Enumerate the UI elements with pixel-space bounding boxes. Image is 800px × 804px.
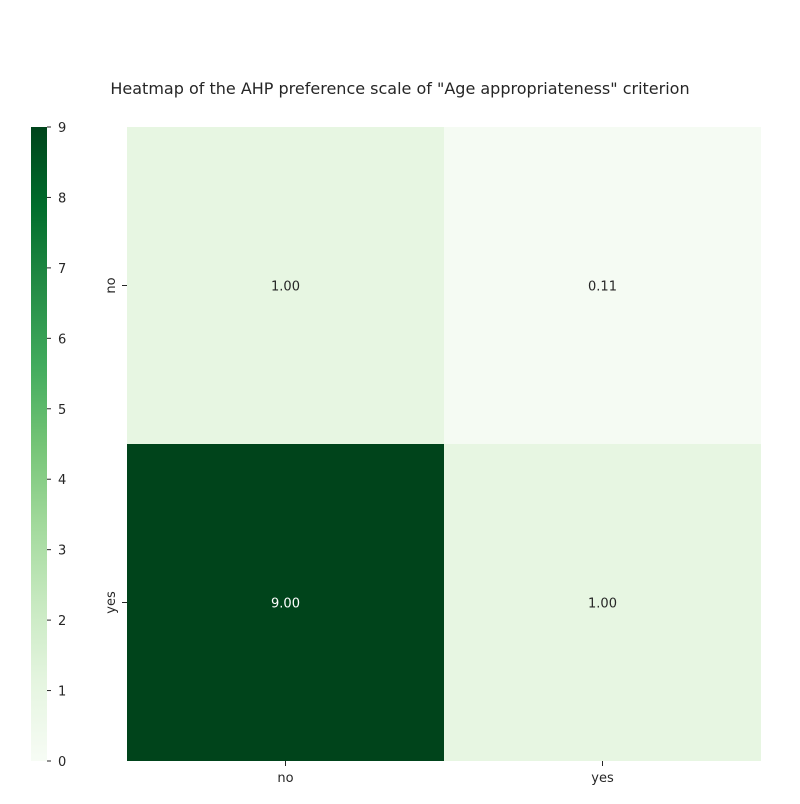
colorbar-tick-label: 1 xyxy=(58,685,66,700)
x-axis: no yes xyxy=(277,761,614,786)
cell-value-label: 9.00 xyxy=(271,597,300,612)
colorbar-tick-label: 9 xyxy=(58,121,66,136)
heatmap-cell xyxy=(127,444,444,761)
y-tick-label: no xyxy=(104,277,119,293)
x-tick-label: no xyxy=(277,771,293,786)
chart-title: Heatmap of the AHP preference scale of "… xyxy=(110,79,689,98)
cell-labels: 1.00 0.11 9.00 1.00 xyxy=(271,280,617,612)
y-tick-label: yes xyxy=(104,591,119,614)
colorbar-gradient xyxy=(31,127,47,761)
heatmap-cell xyxy=(444,127,761,444)
colorbar-tick-label: 7 xyxy=(58,262,66,277)
cell-value-label: 1.00 xyxy=(271,280,300,295)
colorbar-tick-label: 2 xyxy=(58,614,66,629)
cell-value-label: 0.11 xyxy=(588,280,617,295)
colorbar-tick-label: 8 xyxy=(58,191,66,206)
heatmap-cell xyxy=(444,444,761,761)
colorbar-tick-label: 0 xyxy=(58,755,66,770)
y-axis: no yes xyxy=(104,277,127,614)
colorbar: 0 1 2 3 4 5 6 7 8 9 xyxy=(31,121,66,770)
colorbar-tick-label: 4 xyxy=(58,473,66,488)
colorbar-tick-label: 3 xyxy=(58,544,66,559)
heatmap-cell xyxy=(127,127,444,444)
x-tick-label: yes xyxy=(591,771,614,786)
cell-value-label: 1.00 xyxy=(588,597,617,612)
colorbar-tick-label: 6 xyxy=(58,332,66,347)
heatmap-cells xyxy=(127,127,761,761)
colorbar-tick-label: 5 xyxy=(58,403,66,418)
